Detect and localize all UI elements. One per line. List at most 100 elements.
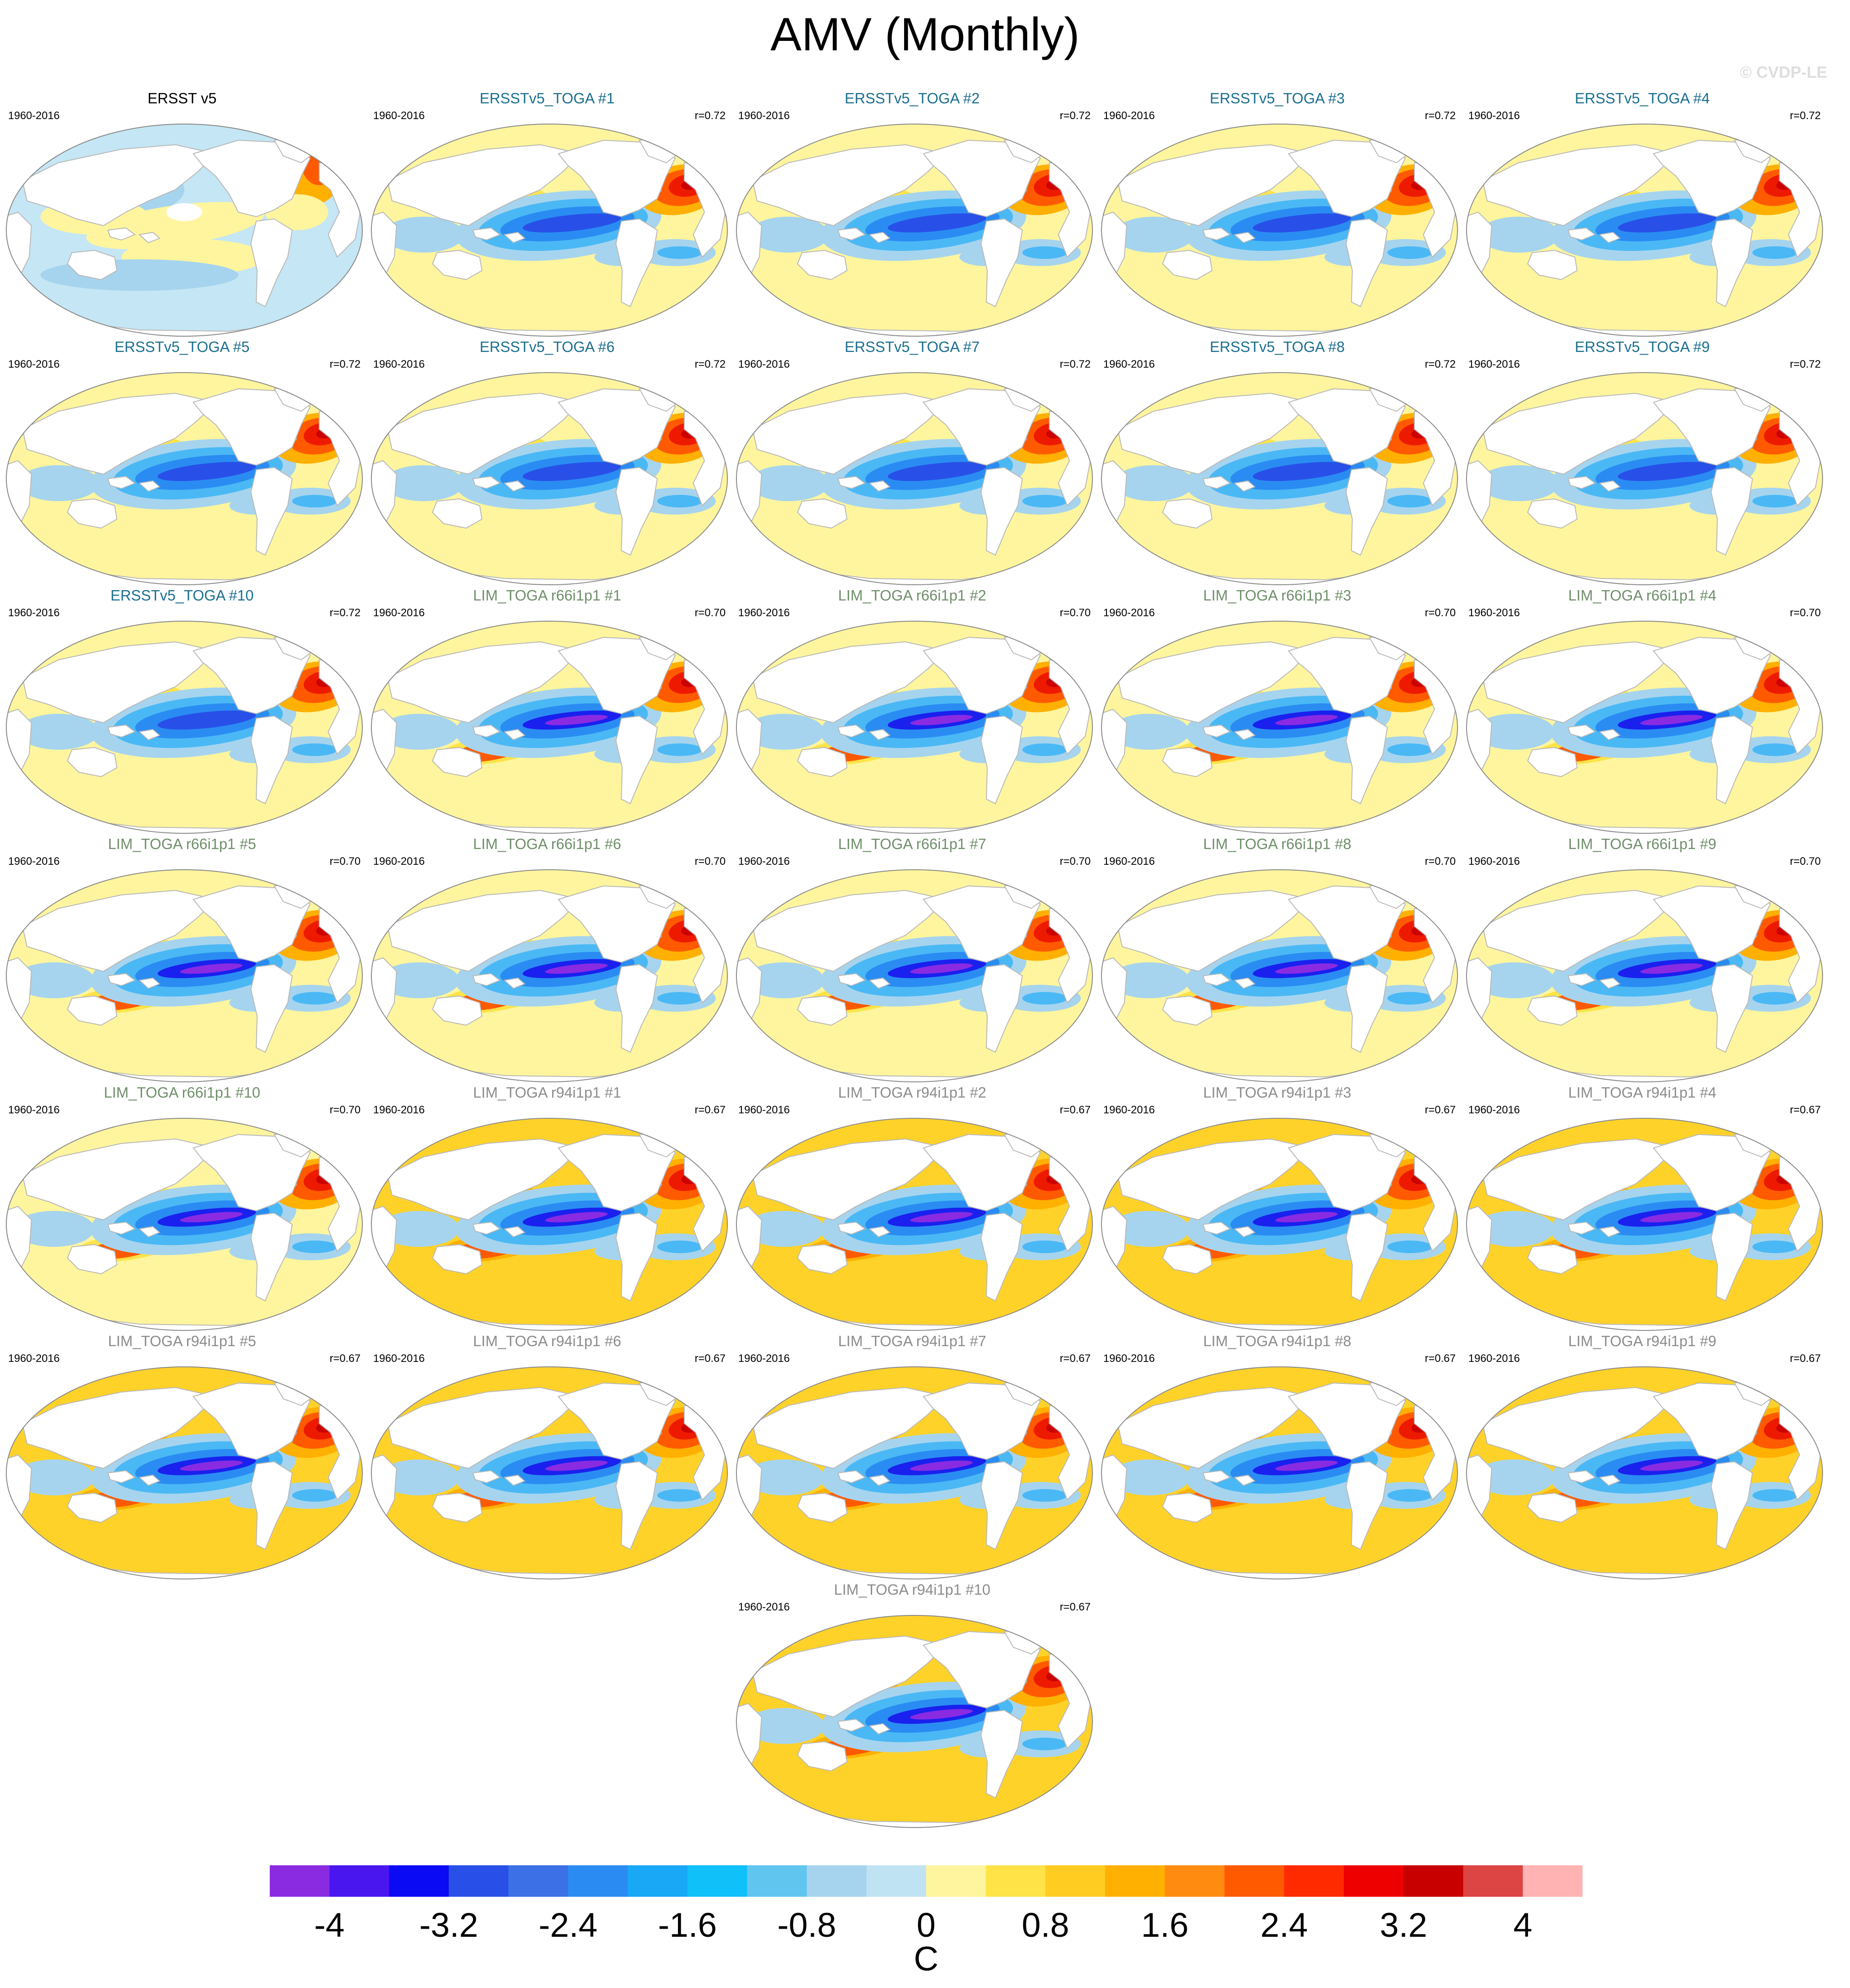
map-border: [1101, 124, 1458, 337]
panel-title: LIM_TOGA r94i1p1 #1: [473, 1084, 621, 1101]
panel-title: ERSSTv5_TOGA #1: [479, 90, 615, 107]
panel-title: ERSSTv5_TOGA #10: [110, 587, 254, 604]
sst-anomaly-field: [371, 373, 727, 585]
robinson-map: [371, 869, 728, 1082]
panel-correlation: r=0.70: [1425, 855, 1456, 867]
robinson-map: [1466, 1366, 1823, 1579]
sst-anomaly-field: [1101, 1367, 1458, 1579]
panel-period: 1960-2016: [8, 110, 60, 122]
robinson-map: [1101, 1118, 1458, 1331]
map-border: [736, 1615, 1093, 1828]
panel-correlation: r=0.72: [1790, 110, 1821, 122]
panel-correlation: r=0.72: [695, 358, 726, 370]
map-panel: ERSSTv5_TOGA #10 1960-2016 r=0.72: [0, 587, 364, 836]
robinson-map: [6, 372, 363, 585]
map-border: [1466, 621, 1823, 834]
panel-correlation: r=0.70: [1060, 607, 1091, 619]
panel-period: 1960-2016: [1468, 607, 1520, 619]
map-border: [736, 372, 1093, 585]
panel-title: ERSSTv5_TOGA #4: [1574, 90, 1710, 107]
map-panel: ERSSTv5_TOGA #1 1960-2016 r=0.72: [365, 90, 729, 339]
sst-anomaly-field: [1101, 1118, 1458, 1330]
map-border: [371, 1366, 728, 1579]
map-panel: LIM_TOGA r94i1p1 #3 1960-2016 r=0.67: [1095, 1084, 1459, 1334]
panel-title: LIM_TOGA r66i1p1 #3: [1203, 587, 1351, 604]
map-panel: LIM_TOGA r94i1p1 #6 1960-2016 r=0.67: [365, 1333, 729, 1582]
sst-anomaly-field: [371, 1367, 727, 1579]
map-border: [1101, 1118, 1458, 1331]
robinson-map: [1101, 124, 1458, 337]
colorbar-swatch: [1523, 1865, 1583, 1897]
panel-title: LIM_TOGA r94i1p1 #10: [834, 1581, 990, 1598]
sst-anomaly-field: [1101, 870, 1458, 1082]
panel-title: LIM_TOGA r94i1p1 #2: [838, 1084, 986, 1101]
robinson-map: [6, 869, 363, 1082]
colorbar-swatch: [687, 1865, 748, 1897]
colorbar-swatch: [866, 1865, 927, 1897]
colorbar-tick-label: -1.6: [658, 1906, 717, 1944]
robinson-map: [736, 372, 1093, 585]
panel-title: LIM_TOGA r66i1p1 #2: [838, 587, 986, 604]
map-border: [736, 1366, 1093, 1579]
colorbar-swatch: [270, 1865, 330, 1897]
sst-anomaly-field: [736, 1367, 1092, 1579]
panel-correlation: r=0.67: [1790, 1352, 1821, 1365]
sst-anomaly-field: [6, 373, 362, 585]
watermark: © CVDP-LE: [1740, 63, 1828, 81]
panel-correlation: r=0.70: [330, 855, 361, 867]
colorbar-tick-label: 4: [1513, 1906, 1533, 1944]
map-panel: LIM_TOGA r94i1p1 #8 1960-2016 r=0.67: [1095, 1333, 1459, 1582]
map-border: [1101, 621, 1458, 834]
robinson-map: [736, 124, 1093, 337]
sst-anomaly-field: [1101, 124, 1458, 336]
panel-period: 1960-2016: [373, 110, 425, 122]
colorbar-swatch: [985, 1865, 1046, 1897]
panel-correlation: r=0.72: [1790, 358, 1821, 370]
colorbar-tick-label: -4: [314, 1906, 345, 1944]
panel-period: 1960-2016: [1103, 358, 1155, 370]
panel-correlation: r=0.67: [1060, 1104, 1091, 1116]
colorbar-swatch: [389, 1865, 449, 1897]
robinson-map: [736, 1366, 1093, 1579]
panel-correlation: r=0.70: [1790, 607, 1821, 619]
map-panel: LIM_TOGA r94i1p1 #1 1960-2016 r=0.67: [365, 1084, 729, 1334]
map-panel: ERSSTv5_TOGA #3 1960-2016 r=0.72: [1095, 90, 1459, 339]
colorbar-swatch: [508, 1865, 569, 1897]
robinson-map: [371, 1366, 728, 1579]
panel-period: 1960-2016: [373, 855, 425, 867]
panel-title: ERSSTv5_TOGA #3: [1209, 90, 1345, 107]
robinson-map: [6, 621, 363, 834]
sst-anomaly-field: [371, 870, 727, 1082]
panel-period: 1960-2016: [1468, 110, 1520, 122]
panel-correlation: r=0.67: [695, 1104, 726, 1116]
panel-title: LIM_TOGA r94i1p1 #9: [1568, 1333, 1716, 1349]
map-panel: LIM_TOGA r66i1p1 #5 1960-2016 r=0.70: [0, 836, 364, 1085]
map-panel: LIM_TOGA r94i1p1 #2 1960-2016 r=0.67: [730, 1084, 1094, 1334]
panel-correlation: r=0.70: [330, 1104, 361, 1116]
colorbar-tick-label: 0: [916, 1906, 936, 1944]
map-panel: ERSST v5 1960-2016: [0, 90, 364, 339]
panel-period: 1960-2016: [1103, 1352, 1155, 1365]
colorbar-swatch: [1463, 1865, 1523, 1897]
panel-title: ERSST v5: [147, 90, 217, 107]
colorbar-swatch: [449, 1865, 509, 1897]
panel-period: 1960-2016: [738, 110, 790, 122]
map-border: [371, 869, 728, 1082]
robinson-map: [6, 1366, 363, 1579]
colorbar-swatch: [807, 1865, 867, 1897]
panel-period: 1960-2016: [738, 1104, 790, 1116]
colorbar-swatch: [329, 1865, 389, 1897]
panel-period: 1960-2016: [738, 1352, 790, 1365]
colorbar-swatch: [628, 1865, 688, 1897]
panel-period: 1960-2016: [1103, 607, 1155, 619]
panel-title: LIM_TOGA r94i1p1 #3: [1203, 1084, 1351, 1101]
map-panel: ERSSTv5_TOGA #5 1960-2016 r=0.72: [0, 338, 364, 588]
map-border: [6, 1366, 363, 1579]
sst-anomaly-field: [736, 1615, 1092, 1828]
sst-anomaly-field: [1467, 1118, 1823, 1330]
panel-title: ERSSTv5_TOGA #6: [479, 338, 615, 355]
panel-title: LIM_TOGA r66i1p1 #1: [473, 587, 621, 604]
colorbar-tick-label: 0.8: [1021, 1906, 1070, 1944]
panel-correlation: r=0.72: [1060, 358, 1091, 370]
sst-anomaly-field: [1101, 373, 1458, 585]
